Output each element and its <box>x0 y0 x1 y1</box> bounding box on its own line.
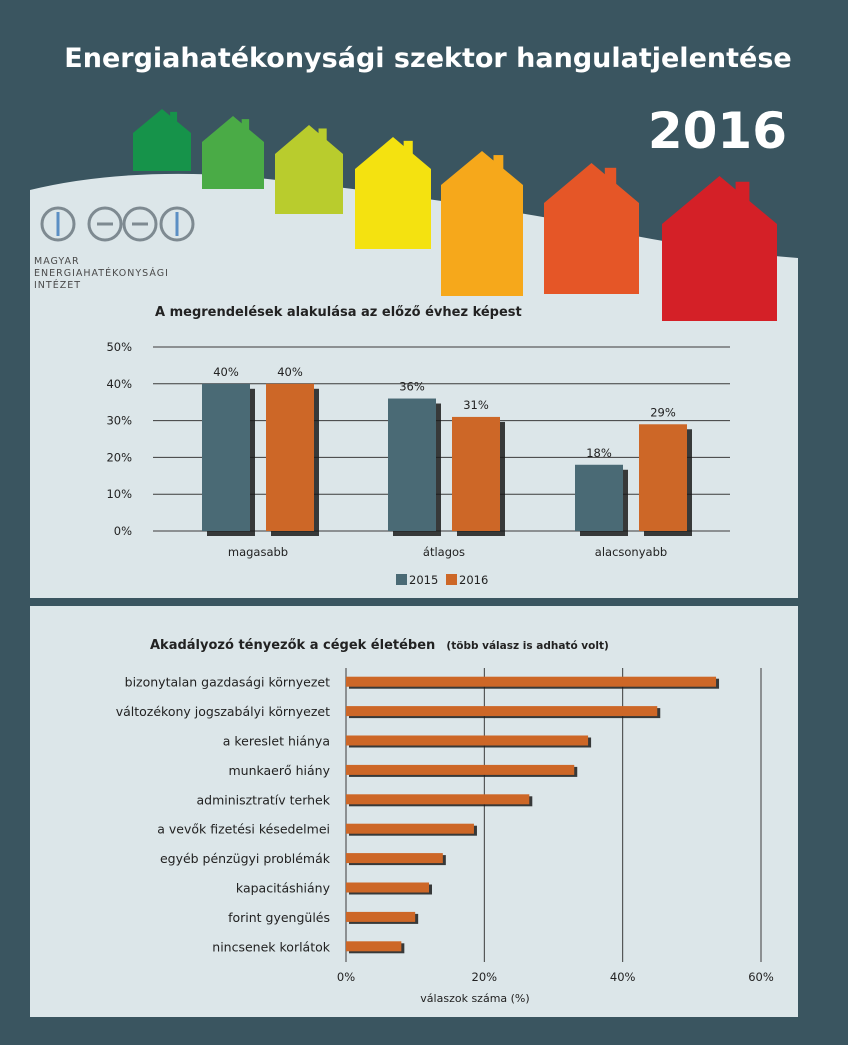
chart2-x-ticks: 0% 20% 40% 60% <box>337 970 774 984</box>
chart1-y-tick-label: 30% <box>106 414 132 428</box>
chart2-subtitle: (több válasz is adható volt) <box>446 640 608 652</box>
chart2-x-tick-label: 40% <box>610 970 636 984</box>
logo-line-2: ENERGIAHATÉKONYSÁGI <box>34 267 169 279</box>
chart2-bar <box>346 882 429 893</box>
chart2-bar <box>346 853 443 864</box>
chart1-data-label: 29% <box>650 405 676 419</box>
house-5 <box>441 151 523 296</box>
chart2-category-label: a vevők fizetési késedelmei <box>157 822 330 837</box>
chart2-category-label: változékony jogszabályi környezet <box>116 704 330 719</box>
chart2-category-label: bizonytalan gazdasági környezet <box>125 675 330 690</box>
chart2-title: Akadályozó tényezők a cégek életében <box>150 638 435 653</box>
energy-houses <box>133 109 777 321</box>
chart1-categories: magasabb átlagos alacsonyabb <box>228 545 667 559</box>
chart2-bar <box>346 735 589 746</box>
house-body <box>275 125 343 214</box>
house-1 <box>133 109 191 171</box>
chart1-category-label: átlagos <box>423 545 465 559</box>
chart1-data-label: 40% <box>277 365 303 379</box>
legend-swatch-2016 <box>446 574 457 585</box>
chart1-bar <box>202 383 250 531</box>
chart2-category-label: a kereslet hiánya <box>223 734 330 749</box>
house-2 <box>202 116 264 189</box>
chart1-category-label: magasabb <box>228 545 288 559</box>
chart1-data-label: 31% <box>463 398 489 412</box>
house-chimney <box>604 167 617 188</box>
chart2-title-line: Akadályozó tényezők a cégek életében (tö… <box>150 634 609 653</box>
legend-label-2016: 2016 <box>459 573 488 587</box>
logo-line-1: MAGYAR <box>34 256 80 267</box>
chart2-x-tick-label: 0% <box>337 970 355 984</box>
chart2-category-label: forint gyengülés <box>228 910 330 925</box>
house-body <box>202 116 264 189</box>
house-6 <box>544 163 639 294</box>
legend-label-2015: 2015 <box>409 573 438 587</box>
chart1-data-label: 36% <box>399 380 425 394</box>
house-body <box>662 176 777 321</box>
year-label: 2016 <box>648 102 787 160</box>
page-title: Energiahatékonysági szektor hangulatjele… <box>64 43 791 74</box>
chart1-y-tick-label: 40% <box>106 377 132 391</box>
mehi-logo-mark <box>40 206 195 242</box>
chart1-y-tick-label: 10% <box>106 487 132 501</box>
chart1-y-ticks: 0% 10% 20% 30% 40% 50% <box>106 340 132 538</box>
house-body <box>544 163 639 294</box>
chart2-bar <box>346 706 658 717</box>
chart1-data-label: 18% <box>586 446 612 460</box>
house-chimney <box>318 128 327 143</box>
house-body <box>441 151 523 296</box>
chart1-data-label: 40% <box>213 365 239 379</box>
chart1-bar <box>575 464 623 531</box>
chart2-bar <box>346 911 416 922</box>
chart1-bars <box>202 383 692 536</box>
chart2-category-label: adminisztratív terhek <box>196 792 330 807</box>
chart2-category-label: munkaerő hiány <box>228 763 330 778</box>
chart1-y-tick-label: 0% <box>114 524 132 538</box>
chart1-bar <box>452 416 500 531</box>
house-chimney <box>493 155 504 173</box>
chart1-y-tick-label: 50% <box>106 340 132 354</box>
chart2-bars <box>346 676 720 954</box>
chart1-bar <box>266 383 314 531</box>
chart2-category-label: egyéb pénzügyi problémák <box>160 851 331 866</box>
chart2-bar <box>346 676 717 687</box>
chart2-categories: bizonytalan gazdasági környezet változéko… <box>116 675 331 955</box>
chart2-bar <box>346 764 575 775</box>
chart2-category-label: kapacitáshiány <box>236 881 331 896</box>
obstacles-bar-chart: Akadályozó tényezők a cégek életében (tö… <box>116 634 774 1005</box>
chart1-bar <box>388 398 436 531</box>
chart2-bar <box>346 941 402 952</box>
chart2-bar <box>346 794 530 805</box>
house-7 <box>662 176 777 321</box>
bottom-panel <box>30 606 798 1017</box>
house-3 <box>275 125 343 214</box>
orders-bar-chart: A megrendelések alakulása az előző évhez… <box>106 305 730 587</box>
chart1-category-label: alacsonyabb <box>595 545 667 559</box>
house-chimney <box>170 111 178 124</box>
chart1-data-labels: 40% 40% 36% 31% 18% 29% <box>213 365 676 460</box>
logo-line-3: INTÉZET <box>34 279 81 291</box>
house-chimney <box>403 140 413 157</box>
chart2-category-label: nincsenek korlátok <box>212 939 330 954</box>
legend-swatch-2015 <box>396 574 407 585</box>
house-body <box>133 109 191 171</box>
mehi-logo: MAGYAR ENERGIAHATÉKONYSÁGI INTÉZET <box>34 206 195 291</box>
chart1-y-tick-label: 20% <box>106 450 132 464</box>
chart2-x-tick-label: 60% <box>748 970 774 984</box>
house-chimney <box>241 119 250 133</box>
chart1-legend: 2015 2016 <box>396 573 488 587</box>
house-4 <box>355 137 431 249</box>
chart2-bar <box>346 823 474 834</box>
chart1-bar <box>639 424 687 531</box>
chart1-title: A megrendelések alakulása az előző évhez… <box>155 305 522 320</box>
chart2-x-tick-label: 20% <box>472 970 498 984</box>
house-body <box>355 137 431 249</box>
chart2-x-axis-label: válaszok száma (%) <box>420 992 529 1005</box>
